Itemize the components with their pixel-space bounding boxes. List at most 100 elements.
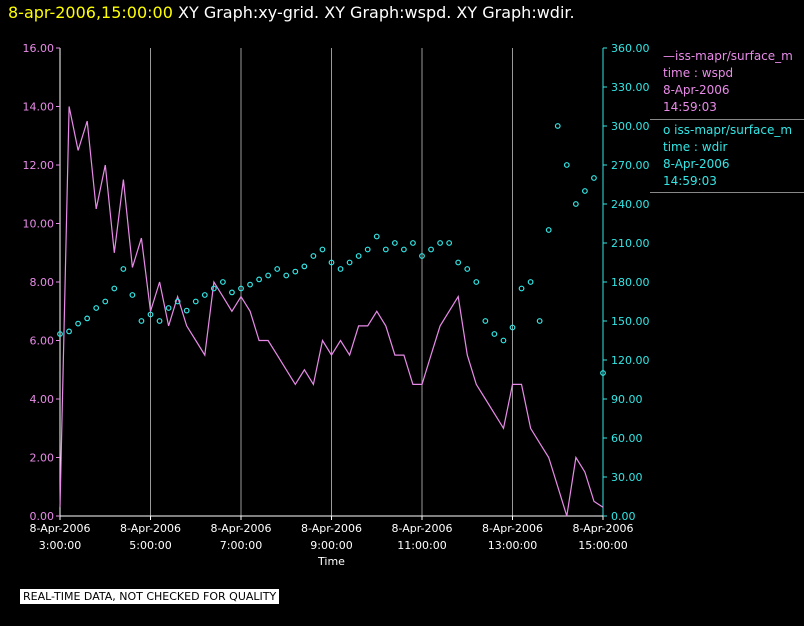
series-point-wdir: [210, 285, 217, 292]
legend-entry-wspd: —iss-mapr/surface_m time : wspd 8-Apr-20…: [663, 48, 804, 116]
y-left-tick-label: 14.00: [23, 101, 55, 114]
y-right-tick-label: 180.00: [611, 276, 650, 289]
series-point-wdir: [219, 279, 226, 285]
y-right-tick-label: 300.00: [611, 120, 650, 133]
y-left-tick-label: 10.00: [23, 218, 55, 231]
series-point-wdir: [455, 259, 462, 266]
legend-divider-bottom: [650, 192, 804, 193]
series-point-wdir: [165, 305, 172, 311]
series-point-wdir: [563, 162, 570, 168]
legend-wspd-date: 8-Apr-2006: [663, 83, 730, 97]
x-tick-label-time: 9:00:00: [310, 539, 352, 552]
x-tick-label-time: 15:00:00: [578, 539, 627, 552]
x-tick-label-date: 8-Apr-2006: [210, 522, 271, 535]
series-point-wdir: [572, 201, 579, 207]
series-point-wdir: [437, 240, 444, 246]
series-point-wdir: [328, 259, 335, 266]
series-point-wdir: [102, 298, 109, 305]
series-point-wdir: [256, 276, 263, 283]
series-point-wdir: [509, 324, 516, 331]
y-right-tick-label: 330.00: [611, 81, 650, 94]
x-tick-label-time: 7:00:00: [220, 539, 262, 552]
x-tick-label-date: 8-Apr-2006: [391, 522, 452, 535]
x-tick-label-date: 8-Apr-2006: [301, 522, 362, 535]
y-left-tick-label: 2.00: [30, 452, 55, 465]
legend-wdir-label: o iss-mapr/surface_m: [663, 122, 804, 139]
y-right-tick-label: 210.00: [611, 237, 650, 250]
series-point-wdir: [174, 298, 181, 305]
series-point-wdir: [265, 272, 272, 279]
series-point-wdir: [337, 266, 344, 272]
series-point-wdir: [536, 318, 543, 324]
series-point-wdir: [373, 233, 380, 240]
y-right-tick-label: 120.00: [611, 354, 650, 367]
series-point-wdir: [192, 298, 199, 305]
series-point-wdir: [491, 331, 498, 337]
series-point-wdir: [57, 331, 63, 337]
series-point-wdir: [428, 246, 434, 253]
series-point-wdir: [410, 240, 416, 246]
quality-disclaimer: REAL-TIME DATA, NOT CHECKED FOR QUALITY: [20, 589, 280, 604]
legend-wspd-time: 14:59:03: [663, 100, 717, 114]
legend-wdir-marker: o: [663, 123, 671, 137]
series-point-wdir: [229, 289, 235, 296]
legend-wdir-desc: time : wdir: [663, 140, 728, 154]
series-point-wdir: [93, 305, 100, 311]
y-left-tick-label: 4.00: [30, 393, 55, 406]
y-left-tick-label: 0.00: [30, 510, 55, 523]
series-point-wdir: [527, 279, 534, 285]
legend-divider: [650, 119, 804, 120]
legend-wspd-label: —iss-mapr/surface_m: [663, 48, 804, 65]
y-left-tick-label: 12.00: [23, 159, 55, 172]
y-right-tick-label: 240.00: [611, 198, 650, 211]
series-point-wdir: [247, 281, 253, 288]
y-right-tick-label: 60.00: [611, 432, 643, 445]
series-line-wspd: [59, 106, 604, 517]
y-right-tick-label: 90.00: [611, 393, 643, 406]
series-point-wdir: [401, 246, 407, 253]
legend-wdir-time: 14:59:03: [663, 174, 717, 188]
x-tick-label-time: 3:00:00: [39, 539, 81, 552]
series-point-wdir: [464, 266, 471, 272]
x-tick-label-date: 8-Apr-2006: [29, 522, 90, 535]
header-graph-names: XY Graph:xy-grid. XY Graph:wspd. XY Grap…: [178, 3, 575, 22]
series-point-wdir: [310, 253, 317, 259]
series-point-wdir: [292, 268, 299, 275]
series-point-wdir: [482, 318, 489, 324]
series-point-wdir: [518, 285, 525, 292]
series-point-wdir: [75, 320, 81, 327]
series-point-wdir: [129, 292, 136, 298]
series-point-wdir: [147, 311, 154, 318]
series-point-wdir: [138, 318, 145, 324]
y-right-tick-label: 270.00: [611, 159, 650, 172]
series-point-wdir: [364, 246, 371, 253]
series-point-wdir: [382, 246, 389, 253]
series-point-wdir: [319, 246, 326, 253]
series-point-wdir: [66, 328, 72, 335]
legend-wdir-date: 8-Apr-2006: [663, 157, 730, 171]
series-point-wdir: [183, 307, 190, 314]
series-point-wdir: [419, 253, 425, 259]
y-left-tick-label: 16.00: [23, 42, 55, 55]
series-point-wdir: [111, 285, 118, 292]
series-point-wdir: [201, 292, 208, 298]
y-right-tick-label: 150.00: [611, 315, 650, 328]
series-point-wdir: [545, 227, 552, 233]
series-point-wdir: [446, 240, 453, 246]
x-axis-label: Time: [317, 555, 345, 568]
series-point-wdir: [283, 272, 290, 279]
x-tick-label-time: 13:00:00: [488, 539, 537, 552]
series-point-wdir: [120, 266, 127, 272]
y-right-tick-label: 0.00: [611, 510, 636, 523]
series-point-wdir: [473, 279, 480, 285]
x-tick-label-time: 5:00:00: [129, 539, 171, 552]
chart-header: 8-apr-2006,15:00:00 XY Graph:xy-grid. XY…: [8, 3, 575, 22]
legend-wspd-desc: time : wspd: [663, 66, 734, 80]
series-point-wdir: [301, 263, 308, 270]
series-point-wdir: [391, 240, 398, 246]
x-tick-label-date: 8-Apr-2006: [482, 522, 543, 535]
header-timestamp: 8-apr-2006,15:00:00: [8, 3, 173, 22]
legend-wspd-name: iss-mapr/surface_m: [675, 49, 793, 63]
series-point-wdir: [600, 370, 606, 376]
